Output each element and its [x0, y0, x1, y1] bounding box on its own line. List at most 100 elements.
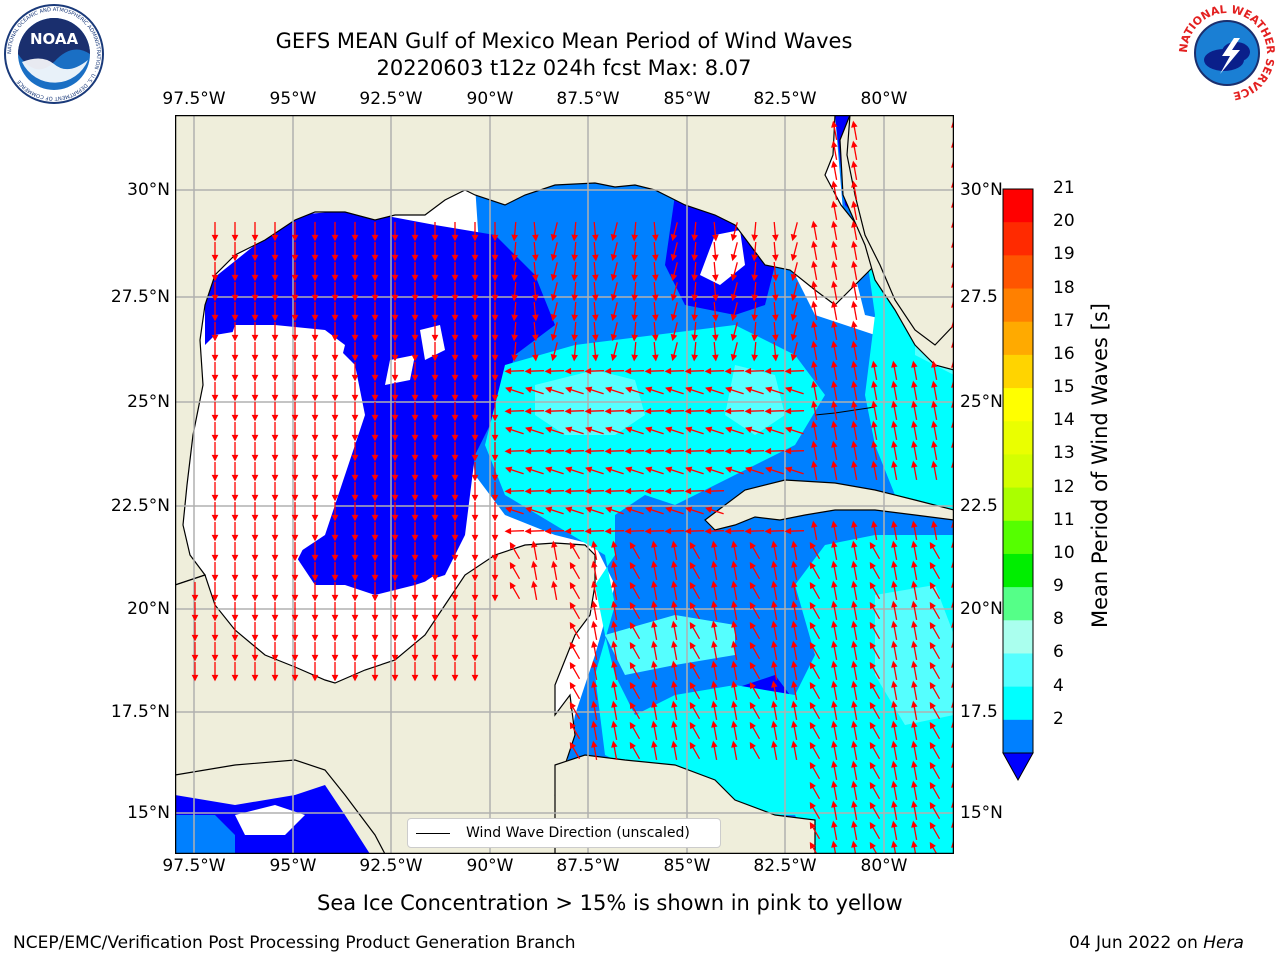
wave-direction-arrowhead — [625, 386, 633, 394]
wave-direction-arrowhead — [545, 386, 553, 394]
wave-direction-arrowhead — [451, 334, 459, 342]
wave-direction-arrowhead — [605, 506, 613, 514]
wave-direction-arrowhead — [431, 434, 439, 442]
wave-direction-arrowhead — [545, 506, 553, 514]
wave-direction-arrowhead — [684, 487, 692, 495]
wave-direction-arrowhead — [231, 654, 239, 662]
wave-direction-arrowhead — [851, 640, 858, 648]
wave-direction-arrowhead — [509, 541, 516, 550]
wave-direction-arrowhead — [891, 360, 898, 368]
wave-direction-arrowhead — [911, 640, 918, 648]
wave-direction-arrowhead — [731, 720, 738, 728]
wave-direction-arrowhead — [311, 474, 319, 482]
wave-direction-arrowhead — [929, 721, 936, 730]
wave-direction-arrowhead — [271, 334, 279, 342]
wave-direction-arrowhead — [491, 234, 499, 242]
wave-direction-arrowhead — [671, 640, 678, 648]
wave-direction-arrowhead — [790, 273, 798, 282]
wave-direction-arrowhead — [831, 740, 838, 748]
wave-direction-arrowhead — [809, 821, 816, 830]
wave-direction-arrowhead — [651, 540, 658, 548]
wave-direction-arrowhead — [251, 314, 259, 322]
wave-direction-arrowhead — [611, 740, 618, 748]
wave-direction-arrowhead — [591, 640, 598, 648]
wave-direction-arrowhead — [644, 367, 652, 375]
wave-direction-arrowhead — [391, 434, 399, 442]
wave-direction-arrowhead — [491, 454, 499, 462]
wave-direction-arrowhead — [764, 367, 772, 375]
wave-direction-arrowhead — [771, 620, 778, 628]
colorbar-tick: 14 — [1053, 410, 1075, 431]
wave-direction-arrowhead — [871, 460, 878, 468]
lat-tick-left: 25°N — [127, 392, 170, 412]
wave-direction-arrowhead — [271, 274, 279, 282]
wave-direction-arrowhead — [689, 641, 696, 650]
wave-direction-arrowhead — [491, 474, 499, 482]
wave-direction-arrowhead — [851, 160, 858, 168]
wave-direction-arrowhead — [791, 540, 798, 548]
wave-direction-arrowhead — [809, 621, 816, 630]
wave-direction-arrowhead — [311, 494, 319, 502]
colorbar-tick: 10 — [1053, 542, 1075, 563]
wave-direction-arrowhead — [685, 386, 693, 394]
wave-direction-arrowhead — [629, 581, 636, 590]
wave-direction-arrowhead — [391, 334, 399, 342]
wave-direction-arrowhead — [471, 514, 479, 522]
wave-direction-arrowhead — [724, 367, 732, 375]
wave-direction-arrowhead — [591, 274, 599, 282]
wave-direction-arrowhead — [531, 540, 538, 548]
wave-direction-arrowhead — [591, 334, 599, 342]
wave-direction-arrowhead — [809, 721, 816, 730]
wave-direction-arrowhead — [251, 274, 259, 282]
wave-direction-arrowhead — [271, 614, 279, 622]
wave-direction-arrowhead — [451, 614, 459, 622]
wave-direction-arrowhead — [291, 494, 299, 502]
wave-direction-arrowhead — [831, 320, 838, 328]
wave-direction-arrowhead — [771, 354, 779, 362]
wave-direction-arrowhead — [644, 407, 652, 415]
period-8-9-zone — [725, 365, 785, 435]
wave-direction-arrowhead — [891, 700, 898, 708]
wave-direction-arrowhead — [744, 367, 752, 375]
wave-direction-arrowhead — [584, 527, 592, 535]
wave-direction-arrowhead — [431, 274, 439, 282]
wave-direction-arrowhead — [291, 374, 299, 382]
wave-direction-arrowhead — [411, 674, 419, 682]
wave-direction-arrowhead — [451, 574, 459, 582]
wave-direction-arrowhead — [704, 367, 712, 375]
wave-direction-arrowhead — [331, 274, 339, 282]
colorbar-bin — [1003, 255, 1033, 290]
lon-tick-top: 82.5°W — [753, 89, 817, 109]
wave-direction-arrowhead — [569, 561, 576, 570]
wave-direction-arrowhead — [471, 534, 479, 542]
wave-direction-arrowhead — [569, 661, 576, 670]
wave-direction-arrowhead — [491, 274, 499, 282]
wave-direction-arrowhead — [311, 294, 319, 302]
wave-direction-arrowhead — [891, 520, 898, 528]
wave-direction-arrowhead — [809, 681, 816, 690]
legend-line-swatch — [416, 832, 450, 834]
wave-direction-arrowhead — [571, 234, 579, 242]
wave-direction-arrowhead — [851, 600, 858, 608]
wave-direction-arrowhead — [291, 294, 299, 302]
wave-direction-arrowhead — [271, 574, 279, 582]
wave-direction-arrowhead — [644, 527, 652, 535]
wave-direction-arrowhead — [411, 394, 419, 402]
wave-direction-arrowhead — [411, 654, 419, 662]
lon-tick-bottom: 85°W — [663, 856, 711, 876]
wave-direction-arrowhead — [511, 354, 519, 362]
wave-direction-arrowhead — [431, 534, 439, 542]
colorbar-bin — [1003, 553, 1033, 588]
wave-direction-arrowhead — [931, 520, 938, 528]
wave-direction-arrowhead — [591, 580, 598, 588]
wave-direction-arrowhead — [511, 294, 519, 302]
wave-direction-arrowhead — [629, 701, 636, 710]
wave-direction-arrowhead — [929, 801, 936, 810]
wave-direction-arrowhead — [504, 407, 512, 415]
wave-direction-arrowhead — [231, 254, 239, 262]
wave-direction-arrowhead — [771, 580, 778, 588]
wave-direction-arrowhead — [231, 494, 239, 502]
wave-direction-arrowhead — [471, 394, 479, 402]
wave-direction-arrowhead — [525, 466, 533, 474]
wave-direction-arrowhead — [671, 740, 678, 748]
